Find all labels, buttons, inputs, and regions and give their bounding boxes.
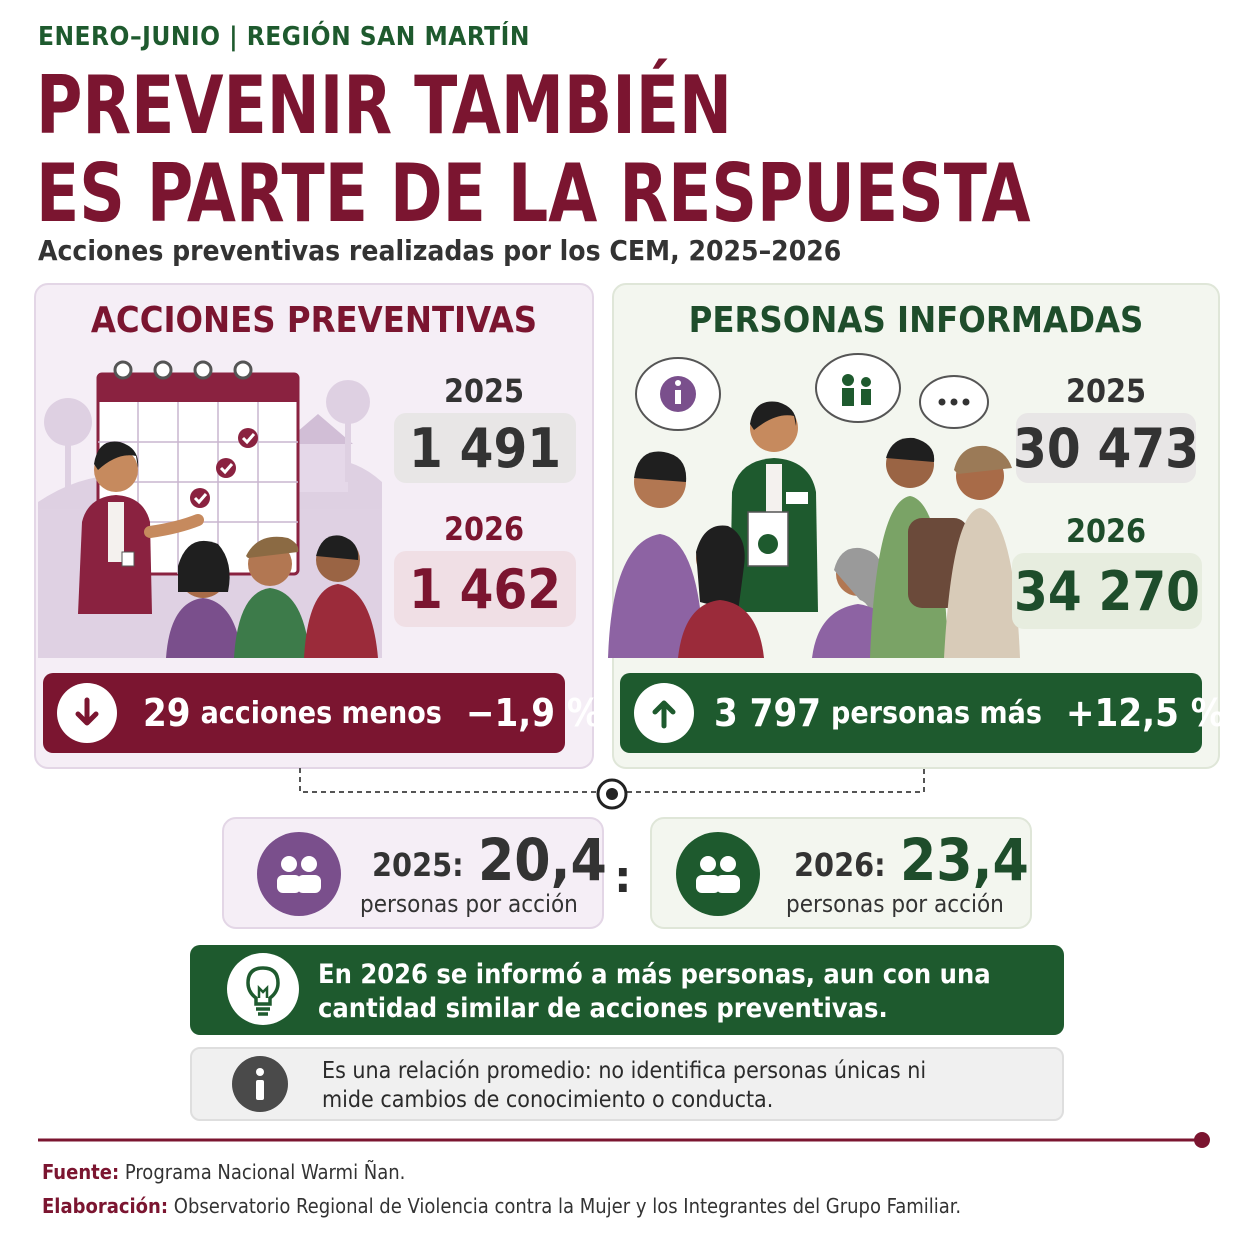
people-informed-illustration — [608, 353, 1020, 658]
footer-divider — [38, 1132, 1210, 1148]
personas-change-pct: +12,5 % — [1065, 691, 1226, 735]
personas-change-badge: 3 797 personas más +12,5 % — [620, 673, 1225, 753]
ratio-value-2026: 23,4 — [900, 826, 1029, 894]
family-bubble-icon — [815, 353, 901, 423]
source-label: Fuente: — [42, 1160, 120, 1184]
title-line-2: ES PARTE DE LA RESPUESTA — [36, 147, 1031, 240]
acciones-change-text: acciones menos — [200, 695, 442, 731]
ratio-separator: : — [614, 852, 632, 903]
info-icon — [232, 1056, 288, 1112]
ratio-value-2025: 20,4 — [478, 826, 607, 894]
ratio-year-2025: 2025: — [372, 846, 464, 884]
subtitle: Acciones preventivas realizadas por los … — [38, 234, 842, 267]
note-text: Es una relación promedio: no identifica … — [322, 1058, 927, 1113]
conclusion-text: En 2026 se informó a más personas, aun c… — [318, 959, 991, 1024]
acciones-value-2026: 1 462 — [394, 551, 576, 627]
personas-change-text: personas más — [831, 695, 1042, 731]
page-title: PREVENIR TAMBIÉN ES PARTE DE LA RESPUEST… — [36, 62, 1031, 238]
personas-year-2026: 2026 — [1065, 512, 1147, 550]
info-bubble-icon — [635, 357, 721, 431]
personas-value-2026: 34 270 — [1012, 553, 1202, 629]
credits-text: Observatorio Regional de Violencia contr… — [173, 1194, 962, 1218]
credits-label: Elaboración: — [42, 1194, 169, 1218]
people-group-icon — [676, 832, 760, 916]
acciones-year-2025: 2025 — [443, 372, 525, 410]
conclusion-box — [190, 945, 1064, 1035]
acciones-value-2025: 1 491 — [394, 413, 576, 483]
connector-line — [299, 768, 925, 810]
credits-line: Elaboración: Observatorio Regional de Vi… — [42, 1194, 961, 1218]
source-line: Fuente: Programa Nacional Warmi Ñan. — [42, 1160, 405, 1184]
personas-title: PERSONAS INFORMADAS — [688, 300, 1144, 341]
arrow-up-icon — [634, 683, 694, 743]
acciones-change-value: 29 — [143, 691, 191, 735]
people-group-icon — [257, 832, 341, 916]
acciones-change-badge: 29 acciones menos −1,9 % — [43, 673, 601, 753]
source-text: Programa Nacional Warmi Ñan. — [124, 1160, 406, 1184]
personas-value-2025: 30 473 — [1013, 413, 1199, 483]
ellipsis-bubble-icon — [919, 375, 989, 429]
acciones-year-2026: 2026 — [443, 510, 525, 548]
title-line-1: PREVENIR TAMBIÉN — [36, 59, 733, 152]
personas-change-value: 3 797 — [714, 691, 822, 735]
acciones-change-pct: −1,9 % — [465, 691, 602, 735]
acciones-title: ACCIONES PREVENTIVAS — [90, 300, 538, 341]
note-box — [190, 1047, 1064, 1121]
arrow-down-icon — [57, 683, 117, 743]
ratio-year-2026: 2026: — [794, 846, 886, 884]
ratio-label-2025: personas por acción — [360, 890, 578, 918]
personas-year-2025: 2025 — [1065, 372, 1147, 410]
calendar-checklist-icon — [38, 360, 382, 658]
ratio-label-2026: personas por acción — [786, 890, 1004, 918]
eyebrow: ENERO–JUNIO | REGIÓN SAN MARTÍN — [38, 22, 530, 52]
lightbulb-icon — [227, 953, 299, 1025]
